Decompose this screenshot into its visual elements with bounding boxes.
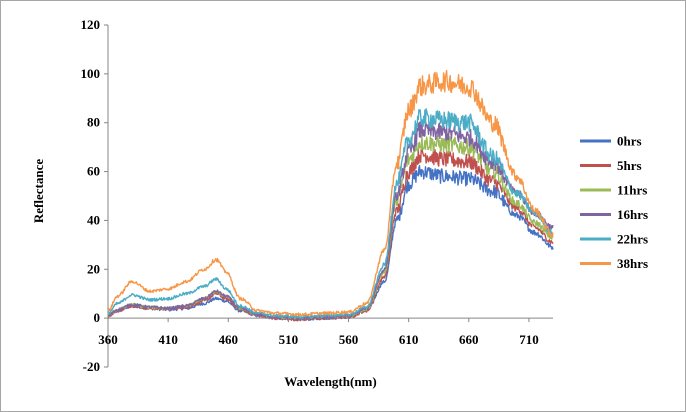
y-tick-label: 60 xyxy=(87,164,100,179)
x-tick-label: 510 xyxy=(279,332,299,347)
x-tick-label: 610 xyxy=(399,332,419,347)
y-axis-title: Reflectance xyxy=(31,159,46,223)
x-tick-label: 360 xyxy=(98,332,118,347)
legend-label-22hrs: 22hrs xyxy=(617,232,648,247)
x-tick-label: 560 xyxy=(339,332,359,347)
legend-label-11hrs: 11hrs xyxy=(617,183,647,198)
y-tick-label: 0 xyxy=(94,310,101,325)
legend-label-0hrs: 0hrs xyxy=(617,134,642,149)
x-tick-label: 710 xyxy=(519,332,539,347)
series-line-22hrs xyxy=(107,108,554,319)
y-tick-label: 100 xyxy=(81,66,101,81)
y-tick-label: 20 xyxy=(87,261,100,276)
series-layer xyxy=(107,69,554,322)
x-axis-title: Wavelength(nm) xyxy=(284,374,376,389)
y-tick-label: -20 xyxy=(83,359,100,374)
x-tick-label: 660 xyxy=(459,332,479,347)
legend-label-5hrs: 5hrs xyxy=(617,158,642,173)
legend: 0hrs 5hrs 11hrs 16hrs 22hrs 38hrs xyxy=(580,134,648,271)
y-tick-label: 120 xyxy=(81,17,101,32)
legend-label-16hrs: 16hrs xyxy=(617,207,648,222)
legend-label-38hrs: 38hrs xyxy=(617,256,648,271)
y-tick-label: 80 xyxy=(87,115,100,130)
x-axis-ticks: 360 410 460 510 560 610 660 710 xyxy=(98,318,539,347)
y-axis-ticks: -20 0 20 40 60 80 100 120 xyxy=(81,17,108,374)
series-line-38hrs xyxy=(107,69,554,317)
y-tick-label: 40 xyxy=(87,212,100,227)
x-tick-label: 460 xyxy=(219,332,239,347)
x-tick-label: 410 xyxy=(158,332,178,347)
